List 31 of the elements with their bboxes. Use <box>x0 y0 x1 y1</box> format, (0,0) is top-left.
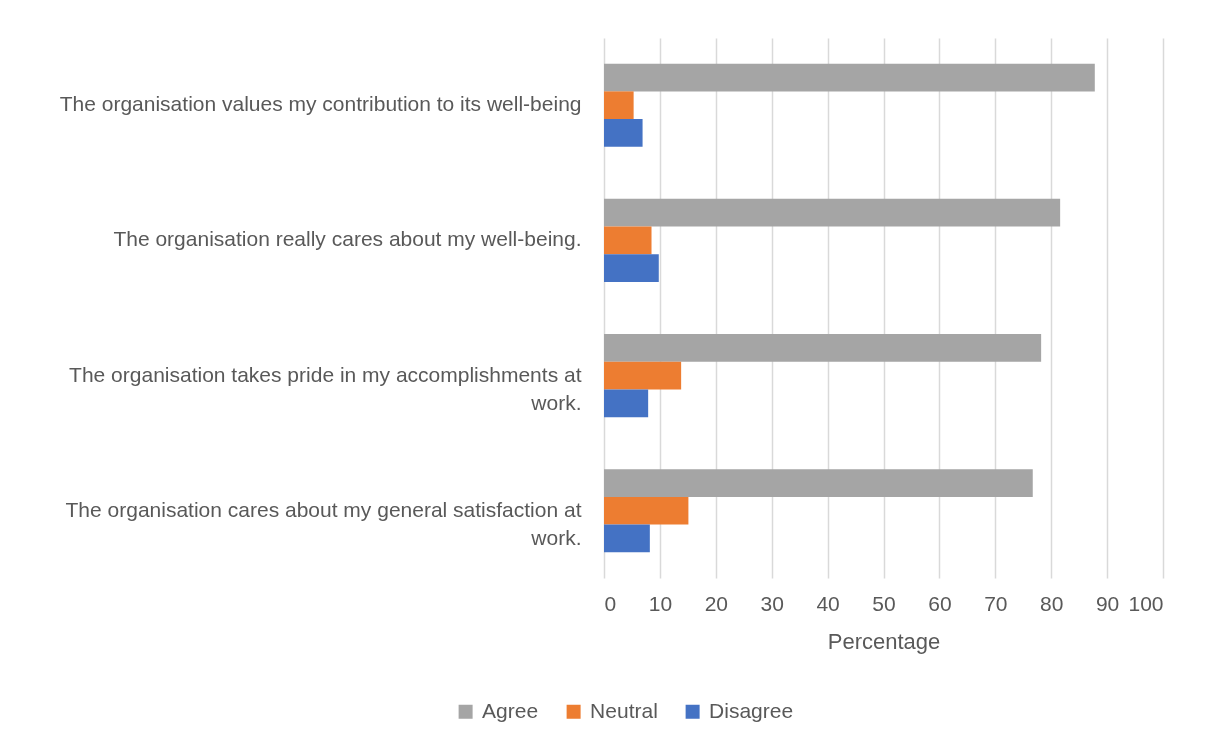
x-tick-label: 100 <box>1128 591 1164 615</box>
x-tick-label: 30 <box>760 591 784 615</box>
x-tick-label: 80 <box>1040 591 1064 615</box>
x-tick-label: 70 <box>984 591 1008 615</box>
legend-label: Neutral <box>590 698 658 722</box>
x-tick-label: 40 <box>816 591 840 615</box>
y-tick-label: The organisation values my contribution to its well-being <box>59 92 582 116</box>
bar <box>604 254 659 282</box>
bar <box>604 226 652 255</box>
x-axis-title: Percentage <box>827 628 941 654</box>
y-tick-label: The organisation cares about my general satisfaction at work. <box>65 497 582 549</box>
y-tick-label: The organisation really cares about my well-being. <box>113 227 582 251</box>
bar <box>604 469 1033 497</box>
x-tick-label: 50 <box>872 591 896 615</box>
bar <box>604 361 682 390</box>
legend-label: Agree <box>482 698 539 722</box>
x-tick-label: 90 <box>1095 591 1120 615</box>
bar <box>604 63 1095 92</box>
x-tick-label: 60 <box>928 591 952 615</box>
bar <box>604 389 649 418</box>
x-tick-label: 10 <box>648 591 673 615</box>
y-tick-label: The organisation takes pride in my accomplishments at work. <box>69 362 582 414</box>
bar <box>604 496 689 525</box>
bar <box>604 91 634 120</box>
bar <box>604 524 650 553</box>
bar <box>604 198 1061 227</box>
x-tick-label: 20 <box>704 591 728 615</box>
bar <box>604 334 1042 362</box>
legend-label: Disagree <box>709 698 794 722</box>
bar <box>604 119 643 147</box>
x-tick-label: 0 <box>604 591 617 615</box>
